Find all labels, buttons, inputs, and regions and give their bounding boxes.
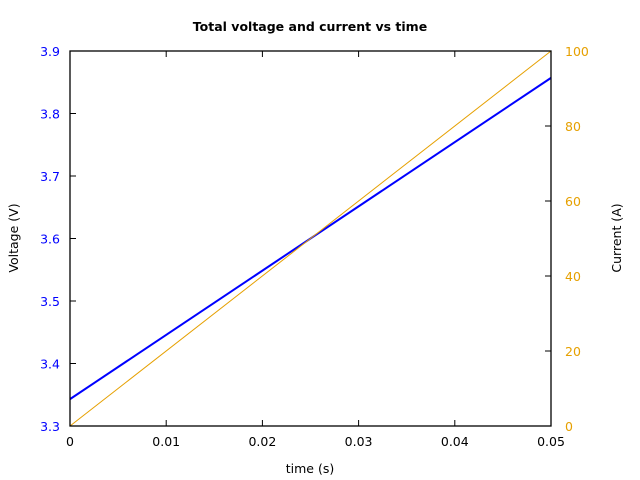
x-tick-label: 0.05 [537,434,565,449]
x-tick-label: 0.02 [248,434,276,449]
x-tick-label: 0.03 [345,434,373,449]
y-tick-label: 3.9 [40,44,60,59]
series-line-current [69,50,552,427]
y2-tick-label: 100 [565,44,589,59]
chart-title: Total voltage and current vs time [193,19,427,34]
y-axis-label: Voltage (V) [6,203,21,272]
y-tick-label: 3.8 [40,107,60,122]
y-tick-label: 3.5 [40,294,60,309]
y2-tick-label: 0 [565,419,573,434]
y2-tick-label: 80 [565,119,581,134]
y-tick-label: 3.4 [40,357,60,372]
y2-tick-label: 60 [565,194,581,209]
y-tick-label: 3.7 [40,169,60,184]
x-axis-label: time (s) [286,461,334,476]
y-tick-label: 3.3 [40,419,60,434]
x-tick-label: 0.04 [441,434,469,449]
y2-tick-label: 20 [565,344,581,359]
plot-area: 0 0.01 0.02 0.03 0.04 0.05 3.3 3.4 3.5 3.6 3.7 3.8 3… [40,44,589,449]
x-tick-label: 0.01 [152,434,180,449]
x-tick-label: 0 [66,434,74,449]
y2-axis-label: Current (A) [609,203,624,272]
y2-tick-label: 40 [565,269,581,284]
y-tick-label: 3.6 [40,232,60,247]
